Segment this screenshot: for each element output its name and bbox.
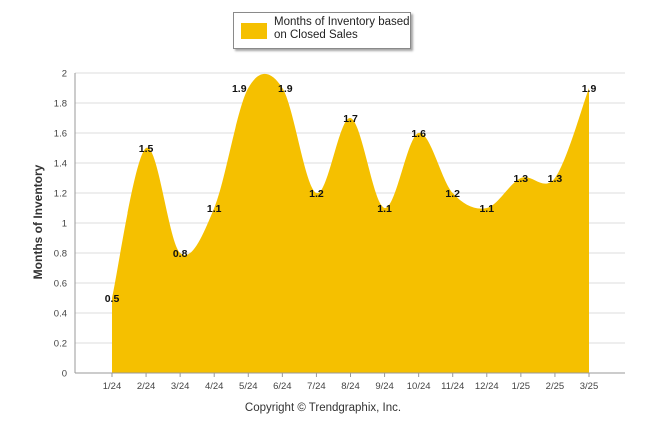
y-tick-label: 0.6	[54, 279, 67, 290]
data-label: 1.9	[278, 83, 293, 95]
x-tick-label: 8/24	[341, 381, 360, 392]
data-label: 1.1	[207, 203, 222, 215]
data-label: 1.2	[309, 188, 324, 200]
area-series	[112, 73, 589, 373]
x-tick-label: 5/24	[239, 381, 258, 392]
x-tick-label: 3/24	[171, 381, 190, 392]
x-tick-label: 2/25	[546, 381, 565, 392]
x-tick-label: 3/25	[580, 381, 599, 392]
copyright-text: Copyright © Trendgraphix, Inc.	[244, 402, 402, 414]
legend-swatch	[241, 23, 267, 39]
data-label: 0.5	[105, 293, 120, 305]
y-tick-label: 0.8	[54, 249, 67, 260]
y-tick-label: 0.2	[54, 339, 67, 350]
data-label: 1.3	[514, 173, 529, 185]
data-label: 1.9	[232, 83, 247, 95]
x-tick-labels: 1/24 2/24 3/24 4/24 5/24 6/24 7/24 8/24 9/24 10/2…	[103, 381, 599, 392]
data-label: 1.5	[139, 143, 154, 155]
data-label: 1.9	[582, 83, 597, 95]
x-tick-label: 2/24	[137, 381, 156, 392]
x-tick-label: 6/24	[273, 381, 292, 392]
data-label: 1.6	[411, 128, 426, 140]
x-tick-label: 9/24	[375, 381, 394, 392]
x-tick-label: 1/24	[103, 381, 122, 392]
data-label: 1.1	[479, 203, 494, 215]
y-tick-label: 2	[62, 69, 67, 80]
y-tick-label: 0	[62, 369, 67, 380]
legend: Months of Inventory based on Closed Sale…	[233, 12, 411, 49]
x-tick-label: 1/25	[512, 381, 531, 392]
x-tick-label: 11/24	[441, 381, 464, 392]
data-labels: 0.5 1.5 0.8 1.1 1.9 1.9 1.2 1.7 1.1 1.6 1.2 1.1 1.3 1…	[105, 83, 597, 305]
y-tick-label: 1.4	[54, 159, 67, 170]
data-label: 1.7	[343, 113, 358, 125]
x-tick-label: 12/24	[475, 381, 499, 392]
x-tick-label: 4/24	[205, 381, 224, 392]
y-tick-label: 1	[62, 219, 67, 230]
data-label: 1.2	[445, 188, 460, 200]
y-tick-label: 1.2	[54, 189, 67, 200]
x-tick-label: 7/24	[307, 381, 326, 392]
y-axis-label: Months of Inventory	[31, 164, 45, 279]
area-fill	[112, 73, 589, 373]
x-tick-label: 10/24	[407, 381, 431, 392]
y-tick-label: 1.8	[54, 99, 67, 110]
legend-label: Months of Inventory based on Closed Sale…	[274, 16, 410, 41]
y-tick-label: 1.6	[54, 129, 67, 140]
data-label: 0.8	[173, 248, 188, 260]
data-label: 1.1	[377, 203, 392, 215]
y-tick-labels: 0 0.2 0.4 0.6 0.8 1 1.2 1.4 1.6 1.8 2	[54, 69, 67, 380]
axes	[74, 73, 625, 377]
y-tick-label: 0.4	[54, 309, 67, 320]
data-label: 1.3	[548, 173, 563, 185]
